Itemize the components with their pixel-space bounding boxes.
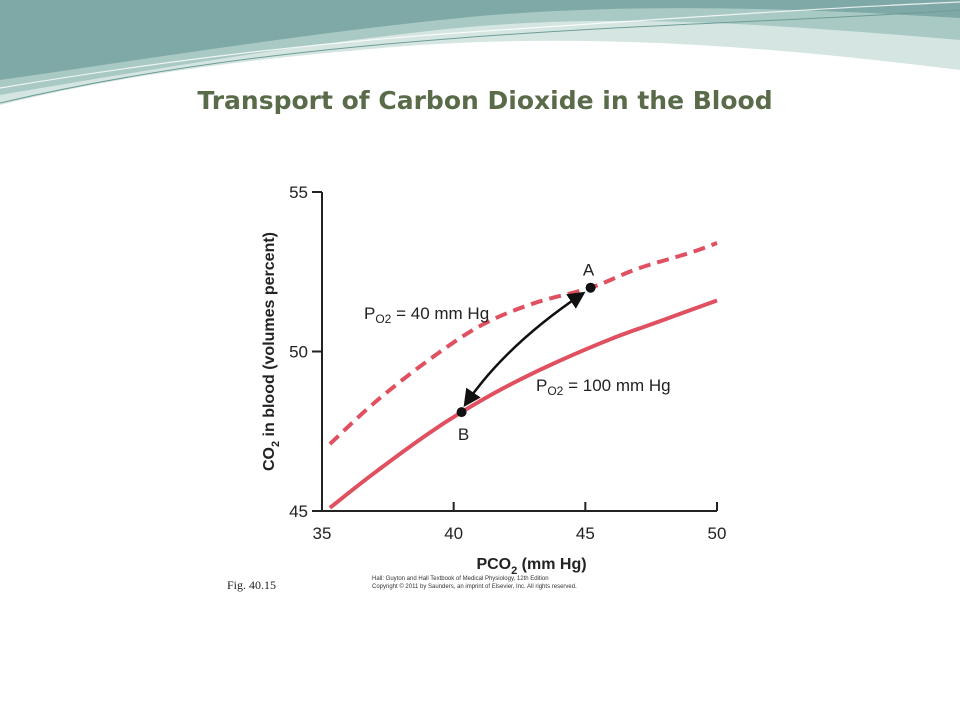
- textbook-credit: Hall: Guyton and Hall Textbook of Medica…: [372, 575, 672, 591]
- x-tick-label: 50: [708, 524, 727, 543]
- x-axis-title: PCO2 (mm Hg): [476, 556, 586, 577]
- point-b-marker: [456, 407, 467, 418]
- x-tick-label: 35: [313, 524, 332, 543]
- series-label-po2-40: PO2 = 40 mm Hg: [364, 304, 489, 326]
- point-a-marker: [585, 282, 596, 293]
- series-po2-40-dashed-curve: [328, 241, 718, 446]
- transition-arrow: [463, 291, 586, 407]
- series-label-po2-100: PO2 = 100 mm Hg: [536, 376, 671, 398]
- decorative-header-banner: [0, 0, 960, 105]
- point-a-label: A: [583, 261, 595, 280]
- x-tick-label: 45: [576, 524, 595, 543]
- co2-dissociation-chart: 35 40 45 50 45 50 55 PCO2 (mm Hg) CO2 in blood (…: [261, 183, 727, 577]
- credit-line-1: Hall: Guyton and Hall Textbook of Medica…: [372, 576, 549, 582]
- credit-line-2: Copyright © 2011 by Saunders, an imprint…: [372, 584, 577, 590]
- point-b-label: B: [458, 425, 469, 444]
- figure-caption: Fig. 40.15: [227, 578, 277, 592]
- figure-panel: 35 40 45 50 45 50 55 PCO2 (mm Hg) CO2 in blood (…: [256, 183, 730, 593]
- y-tick-label: 50: [289, 343, 308, 362]
- slide-title: Transport of Carbon Dioxide in the Blood: [197, 86, 773, 115]
- y-axis-title: CO2 in blood (volumes percent): [261, 232, 282, 471]
- series-po2-100-solid-curve: [328, 298, 718, 510]
- y-tick-label: 55: [289, 183, 308, 202]
- x-tick-label: 40: [444, 524, 463, 543]
- y-tick-label: 45: [289, 502, 308, 521]
